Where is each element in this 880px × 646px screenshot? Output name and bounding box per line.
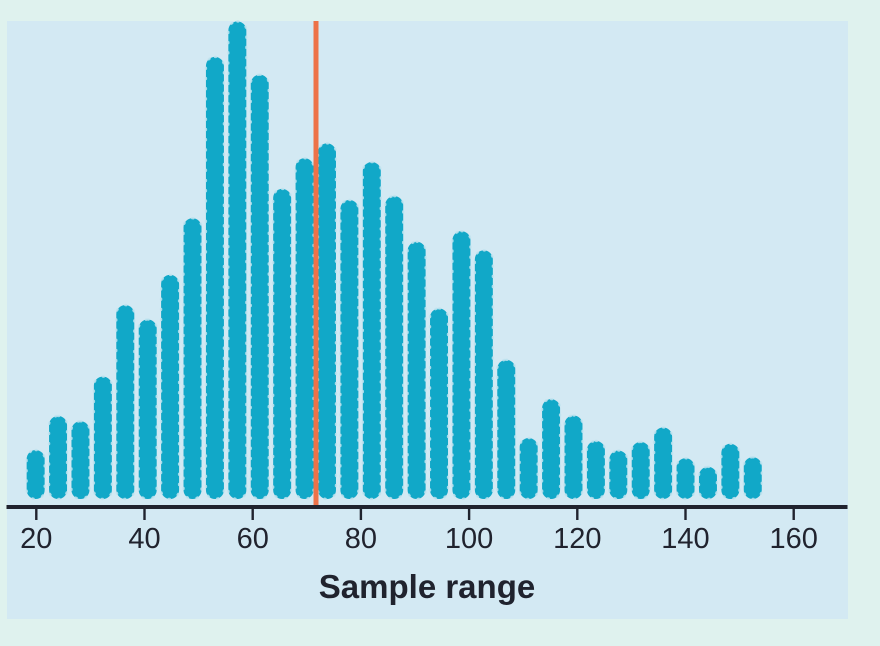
svg-text:100: 100	[445, 523, 493, 555]
svg-text:160: 160	[770, 523, 818, 555]
svg-text:120: 120	[553, 523, 601, 555]
svg-text:60: 60	[237, 523, 269, 555]
svg-text:80: 80	[345, 523, 377, 555]
svg-text:140: 140	[661, 523, 709, 555]
svg-text:40: 40	[128, 523, 160, 555]
svg-text:20: 20	[20, 523, 52, 555]
